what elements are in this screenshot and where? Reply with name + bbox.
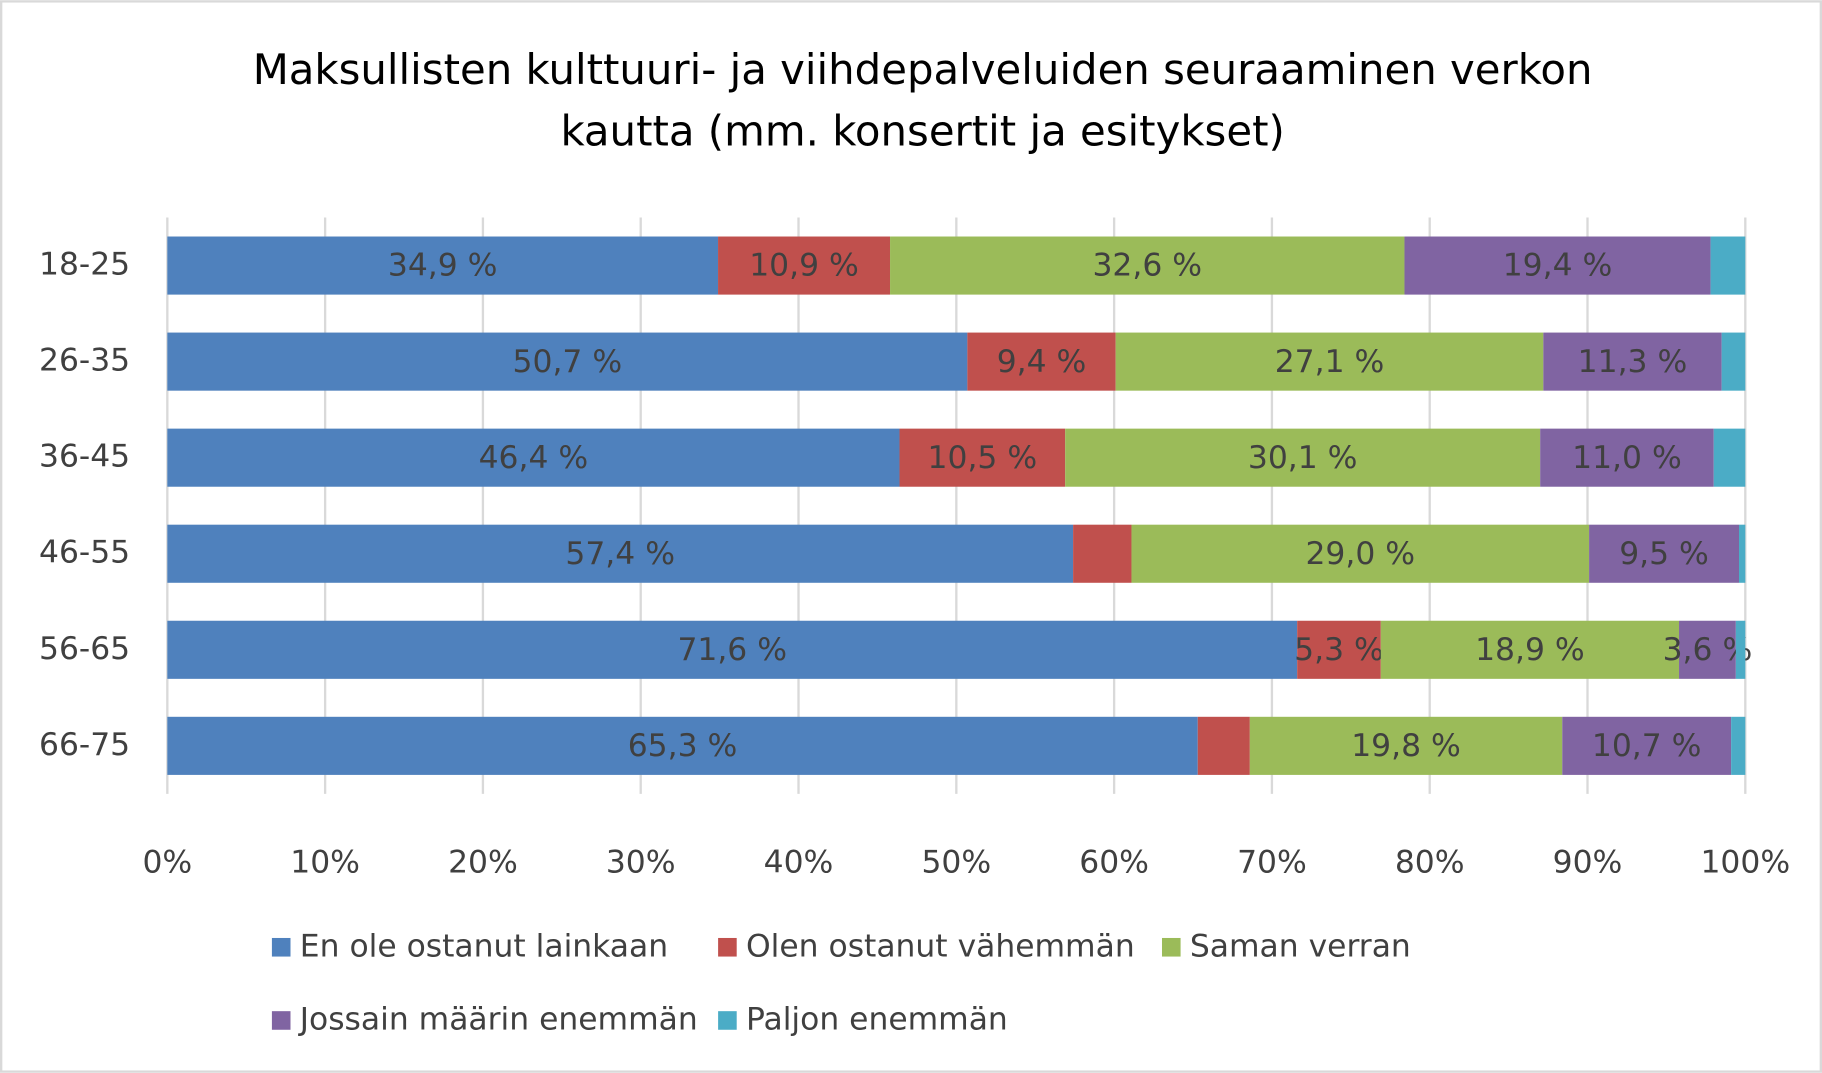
chart-title: Maksullisten kulttuuri- ja viihdepalvelu…: [253, 45, 1593, 94]
y-tick-label: 46-55: [39, 535, 130, 571]
legend-label: Saman verran: [1190, 928, 1411, 964]
x-tick-label: 10%: [290, 845, 360, 881]
x-tick-label: 40%: [764, 845, 834, 881]
data-label: 9,5 %: [1619, 536, 1709, 572]
bar-segment: [167, 524, 1074, 583]
x-tick-label: 90%: [1553, 845, 1623, 881]
bar-segment: [1679, 620, 1736, 679]
data-label: 10,5 %: [928, 440, 1038, 476]
bar-segment: [1713, 428, 1746, 487]
data-label: 19,4 %: [1503, 248, 1613, 284]
bar-segment: [1197, 716, 1250, 775]
bar-segment: [1540, 428, 1714, 487]
data-label: 10,9 %: [749, 248, 859, 284]
bar-segment: [1721, 332, 1746, 391]
legend-label: Jossain määrin enemmän: [298, 1001, 698, 1037]
x-tick-label: 20%: [448, 845, 518, 881]
data-label: 19,8 %: [1351, 728, 1461, 764]
x-tick-label: 70%: [1237, 845, 1307, 881]
x-tick-label: 30%: [606, 845, 676, 881]
legend-swatch: [271, 937, 291, 957]
legend-swatch: [1161, 937, 1181, 957]
bar-segment: [899, 428, 1066, 487]
bar-segment: [1735, 620, 1746, 679]
data-label: 71,6 %: [677, 632, 787, 668]
data-label: 11,3 %: [1578, 344, 1688, 380]
bar-segment: [167, 332, 968, 391]
bar-segment: [1115, 332, 1544, 391]
x-tick-label: 60%: [1079, 845, 1149, 881]
bar-segment: [1404, 236, 1711, 295]
y-tick-label: 56-65: [39, 631, 130, 667]
bar-segment: [1562, 716, 1732, 775]
data-label: 11,0 %: [1572, 440, 1682, 476]
data-label: 32,6 %: [1092, 248, 1202, 284]
data-label: 46,4 %: [479, 440, 589, 476]
x-tick-label: 100%: [1700, 845, 1790, 881]
bar-segment: [1589, 524, 1739, 583]
bar-segment: [967, 332, 1116, 391]
legend-swatch: [718, 1011, 737, 1030]
bar-segment: [1543, 332, 1722, 391]
bar-segment: [1297, 620, 1381, 679]
data-label: 18,9 %: [1475, 632, 1585, 668]
x-tick-label: 50%: [921, 845, 991, 881]
chart-title: kautta (mm. konsertit ja esitykset): [560, 106, 1284, 155]
legend-label: En ole ostanut lainkaan: [300, 928, 668, 964]
data-label: 34,9 %: [388, 248, 498, 284]
bar-segment: [1710, 236, 1746, 295]
bar-segment: [1738, 524, 1746, 583]
data-label: 29,0 %: [1305, 536, 1415, 572]
bar-segment: [1249, 716, 1563, 775]
bar-segment: [167, 428, 900, 487]
data-label: 57,4 %: [565, 536, 675, 572]
bar-segment: [1065, 428, 1541, 487]
y-tick-label: 36-45: [39, 439, 130, 475]
bar-segment: [1731, 716, 1746, 775]
data-label: 27,1 %: [1275, 344, 1385, 380]
data-label: 9,4 %: [997, 344, 1087, 380]
data-label: 5,3 %: [1294, 632, 1384, 668]
bar-segment: [1131, 524, 1590, 583]
data-label: 65,3 %: [628, 728, 738, 764]
bar-segment: [167, 620, 1298, 679]
bar-segment: [718, 236, 891, 295]
bar-segment: [167, 236, 719, 295]
legend-label: Paljon enemmän: [746, 1001, 1008, 1037]
y-tick-label: 66-75: [39, 727, 130, 763]
data-label: 50,7 %: [513, 344, 623, 380]
legend-swatch: [718, 937, 737, 957]
y-tick-label: 18-25: [39, 247, 130, 283]
bar-segment: [890, 236, 1405, 295]
bar-segment: [1380, 620, 1680, 679]
data-label: 10,7 %: [1592, 728, 1702, 764]
y-tick-label: 26-35: [39, 343, 130, 379]
data-label: 30,1 %: [1248, 440, 1358, 476]
bar-segment: [1073, 524, 1132, 583]
bar-segment: [167, 716, 1198, 775]
x-tick-label: 0%: [142, 845, 192, 881]
legend-label: Olen ostanut vähemmän: [746, 928, 1135, 964]
legend-swatch: [271, 1011, 291, 1030]
x-tick-label: 80%: [1395, 845, 1465, 881]
